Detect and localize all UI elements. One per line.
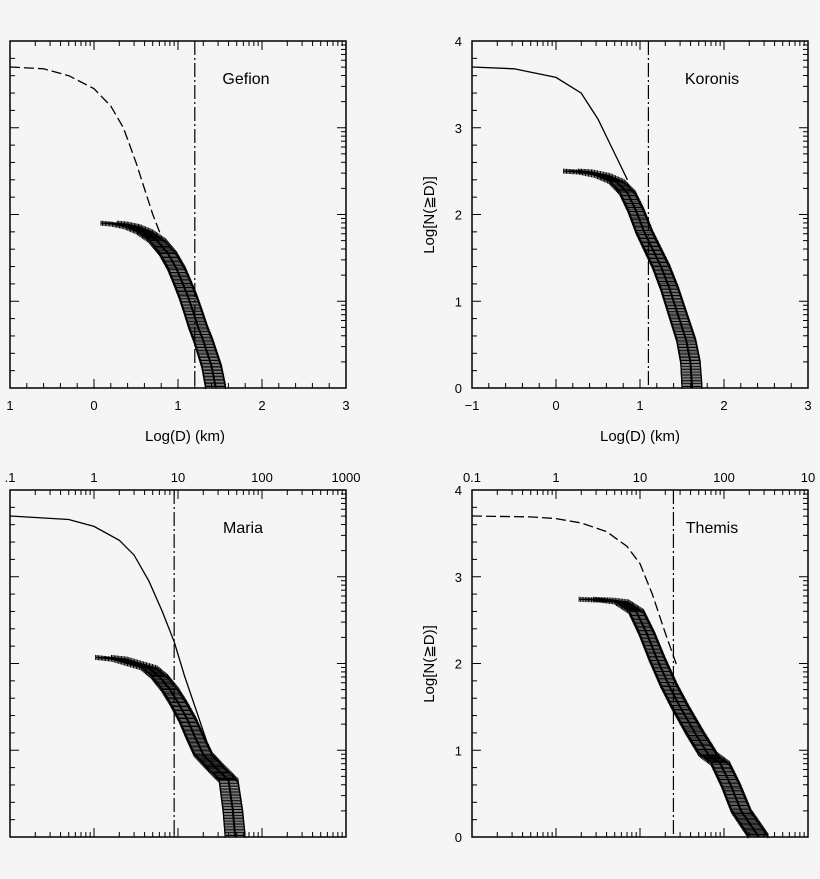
y-tick-label: 3 bbox=[455, 570, 462, 585]
y-tick-label: 4 bbox=[455, 483, 462, 498]
model-series bbox=[9, 515, 208, 742]
model-series bbox=[9, 66, 162, 237]
observed-series bbox=[100, 220, 227, 390]
x-tick-label: 3 bbox=[342, 398, 349, 413]
y-tick-label: 3 bbox=[455, 121, 462, 136]
x-tick-label: −1 bbox=[465, 398, 480, 413]
panel-title-maria: Maria bbox=[223, 520, 263, 537]
panel-title-koronis: Koronis bbox=[685, 71, 739, 88]
y-tick-label: 0 bbox=[455, 830, 462, 845]
y-axis-ticks bbox=[10, 489, 346, 838]
y-tick-label: 2 bbox=[455, 208, 462, 223]
y-tick-label: 2 bbox=[455, 657, 462, 672]
observed-series bbox=[95, 654, 246, 838]
observed-series bbox=[578, 596, 769, 839]
panel-title-themis: Themis bbox=[686, 520, 738, 537]
x-axis-label-koronis: Log(D) (km) bbox=[600, 428, 680, 445]
y-tick-label: 1 bbox=[455, 743, 462, 758]
x-tick-label: 2 bbox=[720, 398, 727, 413]
x-axis-ticks bbox=[9, 490, 343, 837]
y-axis-label-koronis: Log[N(≧D)] bbox=[421, 176, 438, 254]
x-tick-label-top: .1 bbox=[5, 470, 16, 485]
y-axis-ticks bbox=[472, 40, 808, 389]
y-tick-label: 4 bbox=[455, 34, 462, 49]
x-tick-label-top: 10 bbox=[633, 470, 647, 485]
panel-gefion: 1 0 1 2 3 bbox=[6, 40, 350, 413]
tick-labels: 1 0 1 2 3 bbox=[6, 398, 349, 413]
x-tick-label-top: 10 bbox=[801, 470, 815, 485]
x-tick-label: 0 bbox=[552, 398, 559, 413]
model-series bbox=[471, 515, 679, 669]
y-tick-label: 0 bbox=[455, 381, 462, 396]
y-axis-ticks bbox=[472, 489, 808, 838]
x-tick-label: 2 bbox=[258, 398, 265, 413]
x-tick-label: 1 bbox=[636, 398, 643, 413]
x-tick-label: 1 bbox=[174, 398, 181, 413]
panel-maria: .1 1 10 100 1000 bbox=[5, 470, 361, 838]
x-tick-label: 0 bbox=[90, 398, 97, 413]
x-axis-ticks bbox=[9, 41, 347, 388]
observed-series bbox=[563, 168, 703, 389]
x-tick-label-top: 0.1 bbox=[463, 470, 481, 485]
x-axis-label-gefion: Log(D) (km) bbox=[145, 428, 225, 445]
x-tick-label-top: 10 bbox=[171, 470, 185, 485]
x-tick-label-top: 1000 bbox=[332, 470, 361, 485]
x-tick-label-top: 1 bbox=[552, 470, 559, 485]
panel-title-gefion: Gefion bbox=[222, 71, 269, 88]
x-tick-label-top: 1 bbox=[90, 470, 97, 485]
x-tick-label: 1 bbox=[6, 398, 13, 413]
y-axis-ticks bbox=[10, 40, 346, 389]
y-axis-label-themis: Log[N(≧D)] bbox=[421, 625, 438, 703]
x-tick-label-top: 100 bbox=[713, 470, 735, 485]
tick-labels: .1 1 10 100 1000 bbox=[5, 470, 361, 485]
x-tick-label: 3 bbox=[804, 398, 811, 413]
y-tick-label: 1 bbox=[455, 294, 462, 309]
model-series bbox=[471, 66, 628, 181]
x-tick-label-top: 100 bbox=[251, 470, 273, 485]
x-axis-ticks bbox=[471, 41, 809, 388]
